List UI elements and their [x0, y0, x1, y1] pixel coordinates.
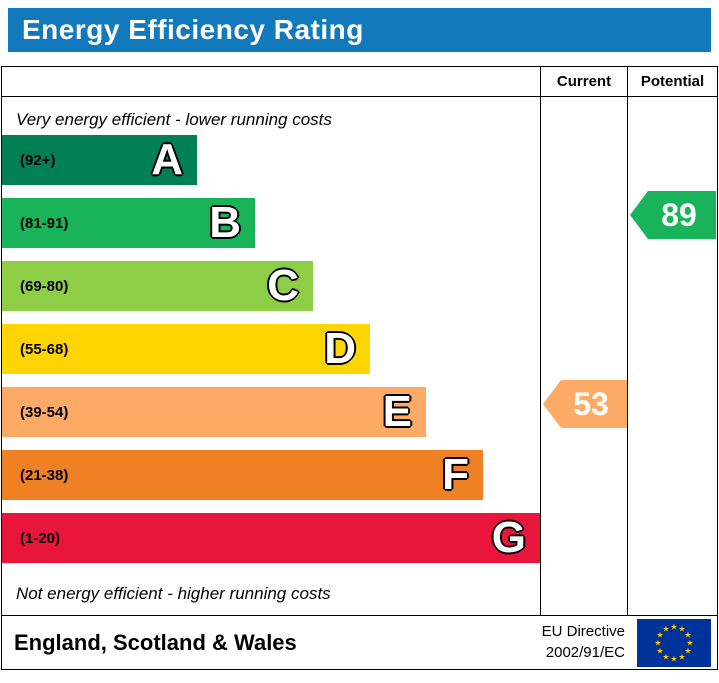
svg-text:★: ★	[654, 638, 661, 647]
column-header-row: Current Potential	[2, 67, 717, 97]
epc-band-g: (1-20) G	[2, 513, 540, 563]
band-letter: C	[267, 261, 299, 310]
epc-band-b: (81-91) B	[2, 198, 255, 248]
band-letter: B	[209, 198, 241, 247]
band-letter: E	[382, 387, 412, 436]
svg-text:★: ★	[686, 638, 693, 647]
potential-rating-arrow: 89	[630, 191, 716, 239]
svg-text:★: ★	[678, 624, 685, 633]
potential-column-header: Potential	[627, 67, 717, 96]
svg-text:★: ★	[670, 654, 677, 663]
epc-band-f: (21-38) F	[2, 450, 483, 500]
footer: England, Scotland & Wales EU Directive 2…	[2, 615, 717, 669]
svg-text:★: ★	[656, 646, 663, 655]
svg-text:★: ★	[684, 630, 691, 639]
epc-band-e: (39-54) E	[2, 387, 426, 437]
current-rating-arrow: 53	[543, 380, 627, 428]
bottom-note: Not energy efficient - higher running co…	[16, 584, 331, 603]
band-range-label: (39-54)	[20, 403, 69, 421]
band-range-label: (92+)	[20, 151, 56, 169]
epc-band-d: (55-68) D	[2, 324, 370, 374]
band-range-label: (55-68)	[20, 340, 69, 358]
potential-rating-value: 89	[661, 196, 697, 233]
potential-column: 89	[627, 97, 717, 615]
band-letter: F	[442, 450, 469, 499]
svg-text:★: ★	[662, 624, 669, 633]
svg-text:★: ★	[670, 622, 677, 631]
current-rating-value: 53	[573, 385, 609, 422]
band-range-label: (21-38)	[20, 466, 69, 484]
region-label: England, Scotland & Wales	[14, 629, 297, 655]
band-letter: D	[324, 324, 356, 373]
band-letter: A	[151, 135, 183, 184]
chart-body: Very energy efficient - lower running co…	[2, 97, 717, 615]
svg-text:★: ★	[656, 630, 663, 639]
band-range-label: (1-20)	[20, 529, 61, 547]
eu-directive-line2: 2002/91/EC	[545, 643, 625, 661]
eu-flag-icon: ★ ★ ★ ★ ★ ★ ★ ★ ★ ★ ★ ★	[637, 618, 711, 667]
epc-band-a: (92+) A	[2, 135, 197, 185]
band-range-label: (81-91)	[20, 214, 69, 232]
eu-directive-label: EU Directive 2002/91/EC	[542, 622, 625, 663]
epc-band-c: (69-80) C	[2, 261, 313, 311]
svg-text:★: ★	[684, 646, 691, 655]
svg-text:★: ★	[662, 652, 669, 661]
band-list: (92+) A (81-91) B (69-80) C (55-68) D	[2, 135, 540, 576]
band-range-label: (69-80)	[20, 277, 69, 295]
current-column-header: Current	[540, 67, 627, 96]
current-column: 53	[540, 97, 627, 615]
header-spacer	[2, 67, 540, 96]
eu-directive-line1: EU Directive	[541, 623, 625, 641]
page-title-text: Energy Efficiency Rating	[22, 14, 364, 45]
epc-page: Energy Efficiency Rating Current Potenti…	[0, 8, 719, 683]
epc-chart: Current Potential Very energy efficient …	[1, 66, 718, 670]
band-letter: G	[491, 513, 526, 562]
top-note: Very energy efficient - lower running co…	[16, 110, 332, 129]
page-title: Energy Efficiency Rating	[8, 8, 711, 52]
bands-area: Very energy efficient - lower running co…	[2, 97, 540, 615]
svg-text:★: ★	[678, 652, 685, 661]
